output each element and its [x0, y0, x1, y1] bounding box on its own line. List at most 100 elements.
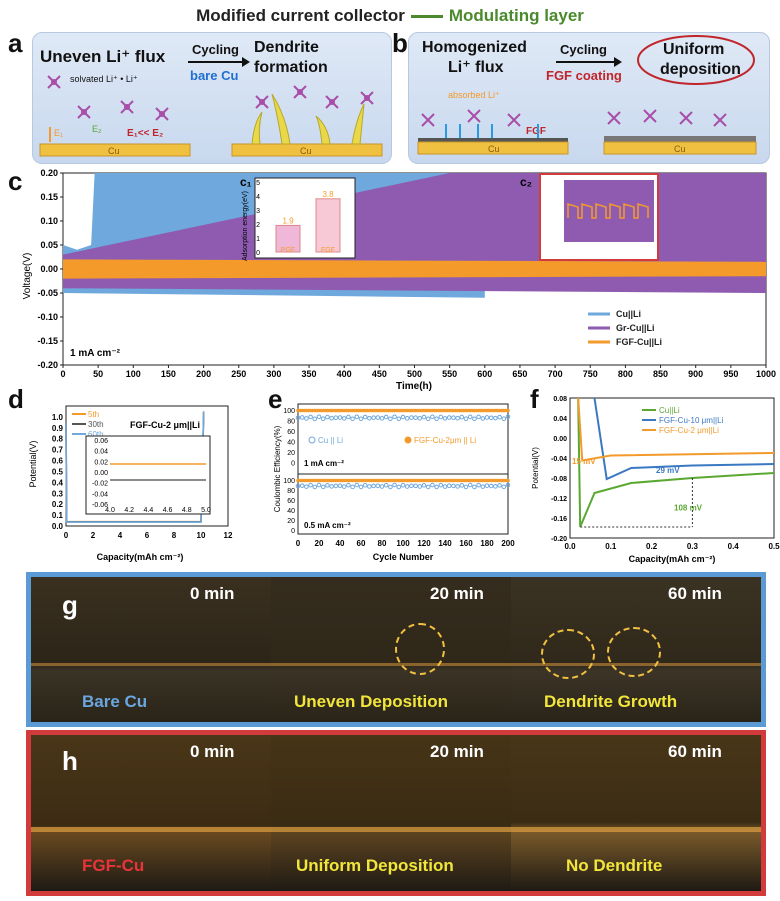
chart-e-point-cu: [371, 483, 376, 489]
panel-b-title-1: Homogenized: [422, 39, 527, 56]
panel-e-letter: e: [268, 384, 283, 414]
chart-e-point-cu: [505, 414, 511, 420]
chart-c-xtick-label: 150: [161, 369, 176, 379]
chart-e-current-bottom: 0.5 mA cm⁻²: [304, 521, 351, 530]
chart-e-point-cu: [505, 482, 511, 488]
chart-e-point-cu: [312, 416, 318, 422]
chart-e-current-top: 1 mA cm⁻²: [304, 459, 344, 468]
chart-c-ytick-label: -0.20: [37, 360, 58, 370]
panel-b-fgf: FGF: [526, 126, 546, 137]
chart-e-point-cu: [354, 482, 360, 488]
panel-g-label-60: Dendrite Growth: [544, 692, 678, 711]
chart-f-xtick-label: 0.3: [687, 542, 699, 551]
chart-f-ytick-label: -0.04: [551, 456, 567, 463]
inset-c2-xtick-label: 986: [584, 249, 596, 256]
chart-e-xtick-label: 100: [396, 539, 410, 548]
inset-c2-xtick-label: 984: [564, 249, 576, 256]
chart-d-inset-xtick-label: 4.0: [105, 507, 115, 514]
inset-c2-ytick-label: 0.02: [548, 197, 562, 204]
panel-a-cu-right: [231, 143, 383, 157]
inset-c1-ytick-label: 2: [256, 222, 260, 229]
chart-d-inset-ytick-label: -0.04: [92, 491, 108, 498]
chart-c-xtick-label: 0: [60, 369, 65, 379]
chart-c-xtick-label: 300: [266, 369, 281, 379]
chart-e-point-cu: [379, 484, 385, 489]
chart-d-inset-ytick-label: -0.06: [92, 502, 108, 509]
chart-f-xtick-label: 0.4: [728, 542, 740, 551]
inset-c1-ylabel: Adsorption energy(eV): [242, 191, 249, 261]
chart-e-point-cu: [367, 484, 372, 489]
chart-e-point-cu: [497, 483, 502, 488]
panel-g-time-60: 60 min: [668, 584, 722, 603]
chart-e-point-cu: [346, 482, 351, 488]
inset-c1-category: FGF: [321, 247, 335, 254]
chart-c-xtick-label: 800: [618, 369, 633, 379]
chart-c-xtick-label: 600: [477, 369, 492, 379]
panel-a-letter: a: [8, 28, 23, 58]
chart-c-ytick-label: 0.10: [40, 216, 58, 226]
inset-c2-xtick-label: 992: [644, 249, 656, 256]
inset-c2-label: c₂: [520, 175, 532, 189]
chart-e-point-cu: [459, 414, 465, 420]
chart-e-xtick-label: 140: [438, 539, 452, 548]
chart-e-point-cu: [451, 415, 456, 421]
chart-d-inset-xtick-label: 4.4: [144, 507, 154, 514]
chart-e-point-cu: [493, 484, 498, 489]
panel-a-dendrites: [251, 93, 365, 145]
inset-c1-ytick-label: 1: [256, 236, 260, 243]
chart-e-point-cu: [488, 483, 494, 489]
chart-d-xtick-label: 12: [224, 531, 233, 540]
chart-e-point-cu: [325, 483, 330, 488]
chart-e-point-cu: [304, 416, 309, 421]
chart-e-point-cu: [493, 415, 498, 421]
chart-d-ytick-label: 0.4: [52, 478, 64, 487]
chart-d-inset-xtick-label: 4.2: [124, 507, 134, 514]
chart-f-curve: [593, 397, 775, 481]
chart-d-ytick-label: 0.6: [52, 457, 64, 466]
panel-b-cu-left: [417, 141, 569, 155]
chart-f-xtick-label: 0.5: [768, 542, 780, 551]
inset-c1-ytick-label: 5: [256, 180, 260, 187]
chart-e-point-cu: [417, 415, 423, 421]
chart-d-ytick-label: 0.5: [52, 467, 64, 476]
chart-e-point-cu: [413, 483, 418, 489]
panel-h-frame: [26, 730, 766, 896]
chart-e-point-cu: [434, 416, 439, 422]
panel-a-box: [32, 32, 392, 164]
chart-c-xlabel: Time(h): [396, 381, 432, 392]
chart-e-point-cu: [295, 483, 301, 489]
panel-g-frame: [26, 572, 766, 727]
chart-e-point-cu: [480, 484, 486, 489]
chart-e-point-cu: [463, 484, 469, 490]
panel-b-uniform-layer: [604, 136, 756, 142]
chart-e-ytick-bottom: 80: [287, 488, 295, 495]
panel-g-circle-1: [395, 623, 445, 675]
chart-e-point-cu: [396, 484, 402, 490]
chart-e-point-cu: [501, 416, 507, 421]
panel-b-result-2: deposition: [660, 61, 741, 78]
chart-f-ytick-label: 0.00: [553, 436, 567, 443]
chart-c-current: 1 mA cm⁻²: [70, 348, 121, 359]
panel-g-letter: g: [62, 590, 78, 620]
chart-e-point-cu: [325, 414, 330, 420]
inset-c1-ytick-label: 3: [256, 208, 260, 215]
chart-c-legend-label: Gr-Cu||Li: [616, 323, 655, 333]
chart-f-legend-label: Cu||Li: [659, 406, 680, 415]
chart-c-legend-label: Cu||Li: [616, 309, 641, 319]
chart-e-ytick-top: 80: [287, 419, 295, 426]
inset-c1-label: c₁: [240, 175, 252, 189]
panel-b-absorbed: absorbed Li⁺: [448, 90, 500, 100]
chart-d-xtick-label: 4: [118, 531, 123, 540]
chart-c-xtick-label: 900: [688, 369, 703, 379]
panel-a-e2: E₂: [92, 124, 102, 134]
chart-f-ytick-label: -0.16: [551, 516, 567, 523]
chart-e-point-cu: [304, 484, 309, 489]
chart-e-point-cu: [476, 482, 481, 488]
inset-c2-xtick-label: 990: [624, 249, 636, 256]
chart-d-ytick-label: 0.1: [52, 511, 64, 520]
chart-f-legend-label: FGF-Cu-2 μm||Li: [659, 426, 719, 435]
chart-d-inset-frame: [85, 435, 211, 515]
chart-e-point-cu: [308, 414, 313, 420]
inset-c2-xtick-label: 988: [604, 249, 616, 256]
chart-e-point-cu: [367, 415, 372, 421]
